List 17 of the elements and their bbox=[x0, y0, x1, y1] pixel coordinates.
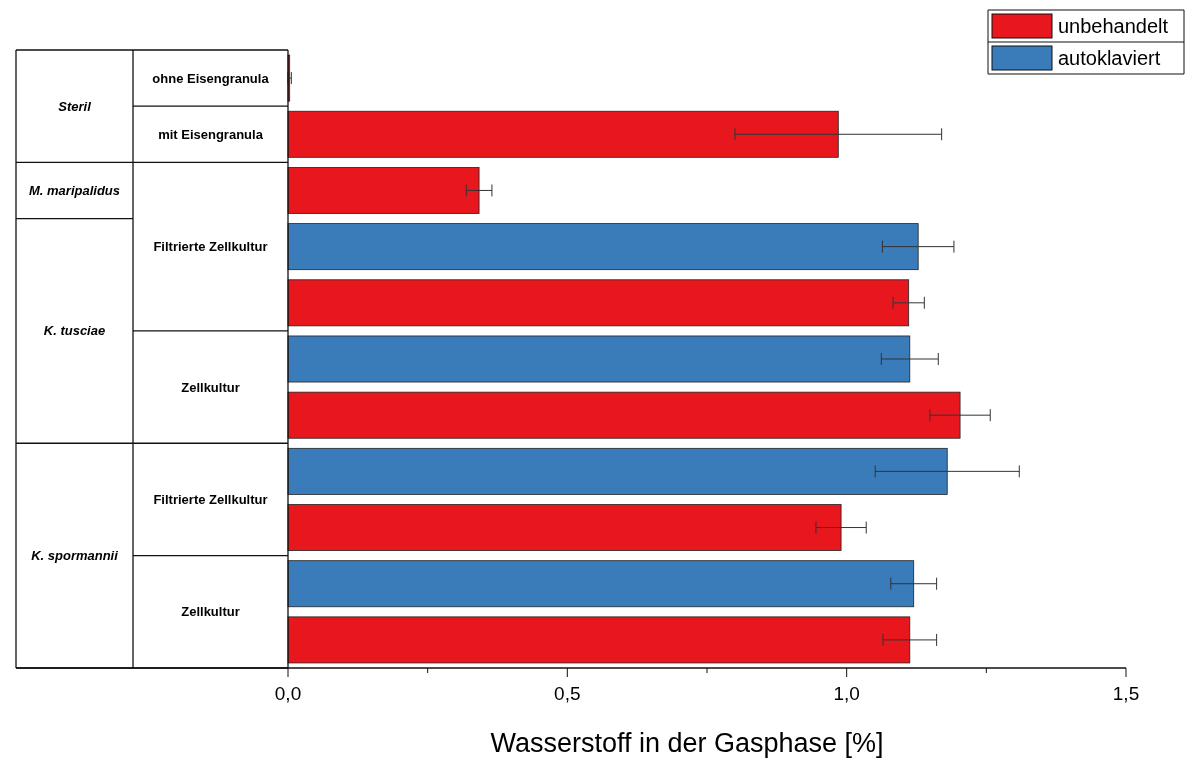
text: Zellkultur bbox=[181, 379, 240, 395]
text: M. maripalidus bbox=[28, 183, 121, 198]
x-tick-label: 1,5 bbox=[1112, 683, 1140, 704]
x-tick-label: 0,5 bbox=[554, 683, 581, 704]
text: mit Eisengranula bbox=[158, 126, 264, 142]
legend-label: unbehandelt bbox=[1058, 15, 1169, 37]
text: Steril bbox=[58, 98, 92, 114]
x-tick-label: 1,0 bbox=[833, 683, 860, 704]
text: ohne Eisengranula bbox=[152, 70, 270, 86]
legend-label: autoklaviert bbox=[1058, 47, 1161, 69]
text: Filtrierte Zellkultur bbox=[153, 239, 268, 255]
x-tick-label: 0,0 bbox=[274, 683, 302, 704]
text: Zellkultur bbox=[181, 604, 240, 620]
x-axis-title: Wasserstoff in der Gasphase [%] bbox=[490, 728, 884, 758]
text: Filtrierte Zellkultur bbox=[153, 492, 268, 507]
text: K. tusciae bbox=[43, 323, 106, 339]
text: K. spormannii bbox=[31, 548, 119, 564]
